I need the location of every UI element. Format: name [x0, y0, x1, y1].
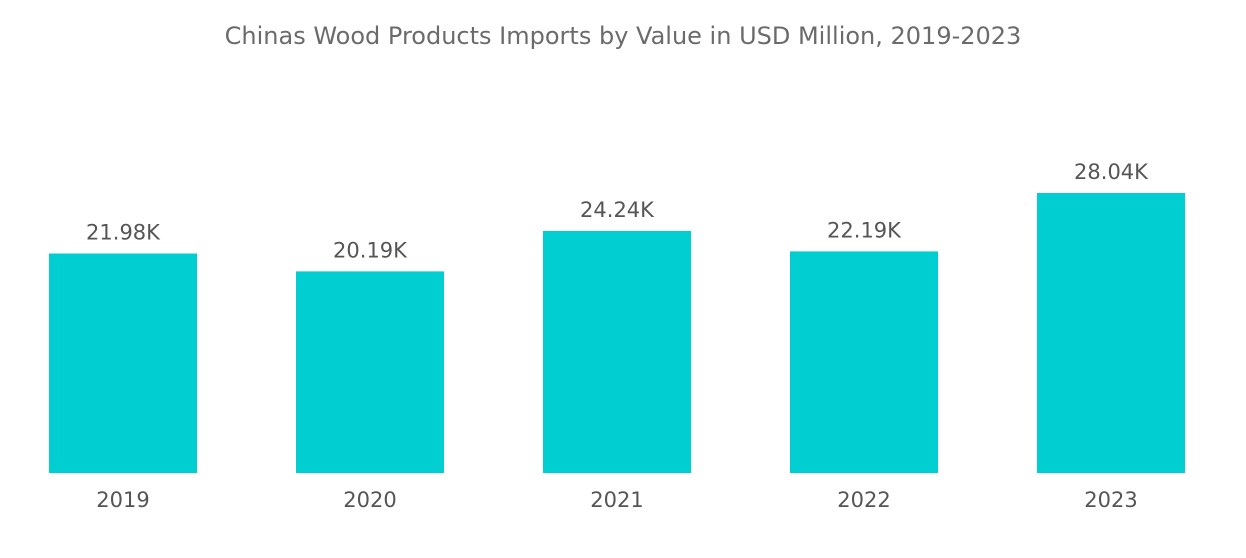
data-label: 21.98K — [86, 221, 161, 245]
x-tick-label: 2022 — [837, 488, 890, 512]
x-tick-label: 2023 — [1084, 488, 1137, 512]
bar-2019 — [49, 253, 197, 473]
x-tick-label: 2019 — [96, 488, 149, 512]
data-label: 28.04K — [1074, 160, 1149, 184]
data-label: 20.19K — [333, 238, 408, 262]
x-tick-label: 2021 — [590, 488, 643, 512]
bar-2021 — [543, 230, 691, 473]
data-label: 22.19K — [827, 218, 902, 242]
bar-2022 — [790, 251, 938, 473]
chart-title: Chinas Wood Products Imports by Value in… — [224, 22, 1022, 50]
bar-2020 — [296, 271, 444, 473]
data-label: 24.24K — [580, 198, 655, 222]
x-tick-label: 2020 — [343, 488, 396, 512]
bar-2023 — [1037, 193, 1185, 473]
